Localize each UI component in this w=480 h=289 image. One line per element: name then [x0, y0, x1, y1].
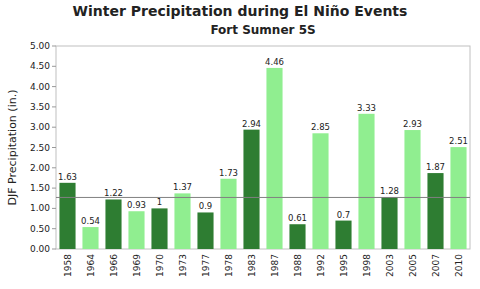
y-tick: [52, 127, 56, 128]
bar: [82, 227, 98, 249]
data-labels: 1.63 0.54 1.22 0.93 1 1.37 0.9 1.73 2.94 4.46 0.61…: [58, 57, 468, 226]
x-axis: 1958 1964 1966 1969 1970 1973 1977 1978 1983 1987…: [63, 254, 464, 277]
y-tick: [52, 66, 56, 67]
data-label: 0.93: [127, 200, 146, 210]
x-tick-label: 1958: [63, 254, 73, 277]
x-tick-label: 1977: [201, 254, 211, 277]
x-tick-label: 2010: [454, 254, 464, 277]
x-tick-label: 1992: [316, 254, 326, 277]
title: Winter Precipitation during El Niño Even…: [73, 3, 408, 19]
y-tick-label: 4.00: [30, 82, 50, 92]
y-tick: [52, 147, 56, 148]
y-tick-label: 3.00: [30, 122, 50, 132]
x-tick-label: 2003: [385, 254, 395, 277]
data-label: 3.33: [357, 103, 376, 113]
y-tick-label: 2.00: [30, 163, 50, 173]
y-axis: 0.00 0.50 1.00 1.50 2.00 2.50 3.00 3.50 4.00 4.50…: [30, 41, 56, 254]
data-label: 2.85: [311, 122, 330, 132]
x-tick-label: 1988: [293, 254, 303, 277]
data-label: 2.51: [449, 136, 468, 146]
data-label: 1: [157, 197, 162, 207]
data-label: 1.22: [104, 188, 123, 198]
x-tick-label: 1998: [362, 254, 372, 277]
y-tick-label: 5.00: [30, 41, 50, 51]
data-label: 0.7: [337, 210, 351, 220]
y-tick: [52, 46, 56, 47]
bar: [266, 68, 282, 249]
y-tick-label: 1.50: [30, 183, 50, 193]
y-axis-label: DJF Precipitation (in.): [6, 90, 19, 206]
x-tick-label: 1973: [178, 254, 188, 277]
x-tick-label: 1983: [247, 254, 257, 277]
y-tick-label: 0.50: [30, 224, 50, 234]
data-label: 2.93: [403, 119, 422, 129]
bar: [128, 211, 144, 249]
x-tick-label: 1969: [132, 254, 142, 277]
x-tick-label: 1970: [155, 254, 165, 277]
x-tick-label: 1978: [224, 254, 234, 277]
bar: [174, 193, 190, 249]
y-tick-label: 1.00: [30, 203, 50, 213]
data-label: 1.73: [219, 168, 238, 178]
bar: [197, 212, 213, 249]
data-label: 1.63: [58, 172, 77, 182]
x-tick-label: 1987: [270, 254, 280, 277]
bar: [427, 173, 443, 249]
data-label: 1.37: [173, 182, 192, 192]
x-tick-label: 2005: [408, 254, 418, 277]
data-label: 0.9: [199, 201, 213, 211]
plot-frame: [56, 46, 470, 249]
y-tick: [52, 167, 56, 168]
bar: [404, 130, 420, 249]
y-tick-label: 4.50: [30, 61, 50, 71]
bar: [381, 197, 397, 249]
x-tick-label: 1966: [109, 254, 119, 277]
chart: Winter Precipitation during El Niño Even…: [0, 0, 480, 289]
y-tick: [52, 188, 56, 189]
y-tick: [52, 208, 56, 209]
y-tick: [52, 106, 56, 107]
data-label: 0.54: [81, 216, 100, 226]
subtitle: Fort Sumner 5S: [210, 23, 315, 37]
y-tick: [52, 228, 56, 229]
data-label: 1.28: [380, 186, 399, 196]
data-label: 4.46: [265, 57, 284, 67]
y-tick: [52, 86, 56, 87]
y-tick-label: 0.00: [30, 244, 50, 254]
bar: [312, 133, 328, 249]
bar: [59, 183, 75, 249]
data-label: 0.61: [288, 213, 307, 223]
bar: [151, 208, 167, 249]
bar: [220, 179, 236, 249]
bar: [289, 224, 305, 249]
data-label: 1.87: [426, 162, 445, 172]
bar: [335, 221, 351, 249]
x-tick-label: 1964: [86, 254, 96, 277]
x-tick-label: 2007: [431, 254, 441, 277]
y-tick-label: 3.50: [30, 102, 50, 112]
bars: [56, 68, 470, 249]
bar: [105, 199, 121, 249]
bar: [243, 130, 259, 249]
bar: [450, 147, 466, 249]
y-tick: [52, 249, 56, 250]
y-tick-label: 2.50: [30, 143, 50, 153]
data-label: 2.94: [242, 119, 261, 129]
bar: [358, 114, 374, 249]
x-tick-label: 1995: [339, 254, 349, 277]
